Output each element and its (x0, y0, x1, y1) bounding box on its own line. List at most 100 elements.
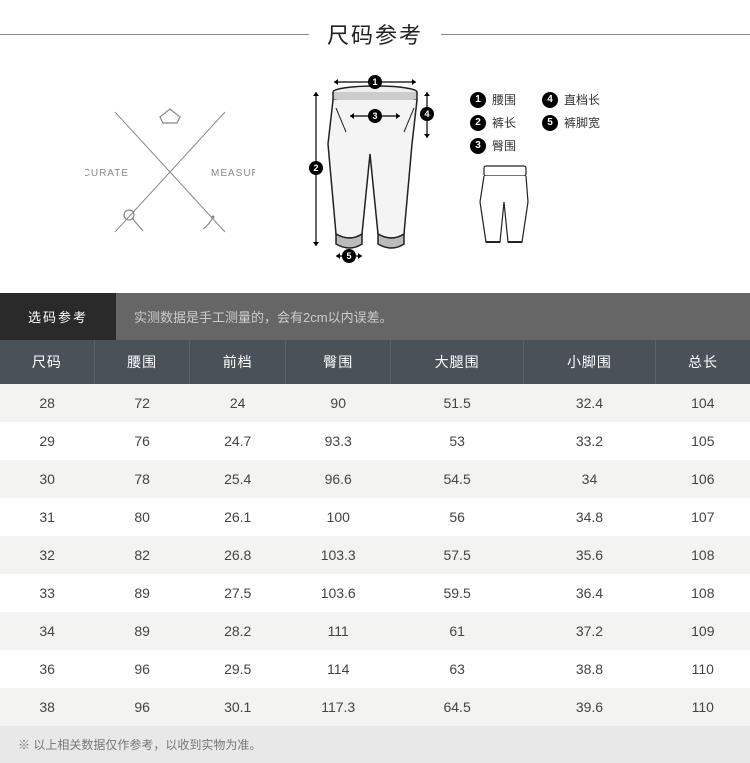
svg-text:4: 4 (424, 109, 429, 119)
table-cell: 51.5 (391, 384, 523, 422)
table-cell: 89 (94, 574, 190, 612)
table-cell: 110 (656, 688, 750, 726)
table-cell: 38 (0, 688, 94, 726)
table-cell: 57.5 (391, 536, 523, 574)
legend-label: 裤长 (492, 114, 516, 131)
svg-text:1: 1 (372, 77, 377, 87)
table-row: 348928.21116137.2109 (0, 612, 750, 650)
note-text: 实测数据是手工测量的，会有2cm以内误差。 (116, 293, 411, 340)
page-title-bar: 尺码参考 (0, 0, 750, 64)
logo-text-left: ACCURATE (85, 168, 129, 179)
table-cell: 34.8 (523, 498, 655, 536)
table-cell: 89 (94, 612, 190, 650)
table-cell: 38.8 (523, 650, 655, 688)
table-header-cell: 尺码 (0, 340, 94, 384)
table-cell: 32 (0, 536, 94, 574)
svg-text:5: 5 (346, 251, 351, 261)
legend-item: 5裤脚宽 (542, 114, 600, 131)
mini-pants-icon (470, 162, 670, 252)
table-cell: 63 (391, 650, 523, 688)
table-cell: 34 (0, 612, 94, 650)
table-cell: 100 (285, 498, 390, 536)
table-cell: 39.6 (523, 688, 655, 726)
logo-text-right: MEASURING (211, 168, 255, 179)
table-header-cell: 小脚围 (523, 340, 655, 384)
table-cell: 114 (285, 650, 390, 688)
table-cell: 33.2 (523, 422, 655, 460)
table-row: 2872249051.532.4104 (0, 384, 750, 422)
table-row: 328226.8103.357.535.6108 (0, 536, 750, 574)
table-cell: 34 (523, 460, 655, 498)
table-row: 369629.51146338.8110 (0, 650, 750, 688)
table-cell: 110 (656, 650, 750, 688)
accurate-measuring-logo: ACCURATE MEASURING (80, 97, 260, 247)
table-cell: 103.3 (285, 536, 390, 574)
table-cell: 117.3 (285, 688, 390, 726)
table-cell: 105 (656, 422, 750, 460)
legend-item: 2 裤长 (470, 114, 516, 131)
table-cell: 26.8 (190, 536, 286, 574)
legend-label: 腰围 (492, 91, 516, 108)
legend-label: 臀围 (492, 137, 516, 154)
table-cell: 37.2 (523, 612, 655, 650)
table-row: 318026.11005634.8107 (0, 498, 750, 536)
table-cell: 107 (656, 498, 750, 536)
table-cell: 90 (285, 384, 390, 422)
legend-row: 2 裤长 5裤脚宽 (470, 114, 670, 131)
table-cell: 29 (0, 422, 94, 460)
table-cell: 31 (0, 498, 94, 536)
table-cell: 32.4 (523, 384, 655, 422)
table-cell: 72 (94, 384, 190, 422)
table-cell: 59.5 (391, 574, 523, 612)
table-cell: 108 (656, 574, 750, 612)
size-table: 尺码腰围前档臀围大腿围小脚围总长 2872249051.532.41042976… (0, 340, 750, 726)
note-bar: 选码参考 实测数据是手工测量的，会有2cm以内误差。 (0, 293, 750, 340)
title-line-right (441, 34, 750, 35)
table-cell: 82 (94, 536, 190, 574)
table-cell: 30.1 (190, 688, 286, 726)
table-cell: 35.6 (523, 536, 655, 574)
table-cell: 36.4 (523, 574, 655, 612)
table-cell: 96.6 (285, 460, 390, 498)
table-header-cell: 臀围 (285, 340, 390, 384)
table-cell: 24 (190, 384, 286, 422)
legend-item: 3臀围 (470, 137, 516, 154)
table-cell: 24.7 (190, 422, 286, 460)
table-cell: 30 (0, 460, 94, 498)
table-cell: 108 (656, 536, 750, 574)
pants-diagram: 1 3 4 2 5 (280, 74, 450, 269)
legend-num-icon: 2 (470, 115, 486, 131)
legend-item: 1腰围 (470, 91, 516, 108)
table-cell: 28 (0, 384, 94, 422)
table-header-cell: 大腿围 (391, 340, 523, 384)
table-cell: 33 (0, 574, 94, 612)
measurement-legend: 1腰围 4直档长 2 裤长 5裤脚宽 3臀围 (470, 91, 670, 252)
table-row: 307825.496.654.534106 (0, 460, 750, 498)
legend-item: 4直档长 (542, 91, 600, 108)
table-row: 389630.1117.364.539.6110 (0, 688, 750, 726)
note-label: 选码参考 (0, 293, 116, 340)
table-row: 297624.793.35333.2105 (0, 422, 750, 460)
table-cell: 106 (656, 460, 750, 498)
table-cell: 36 (0, 650, 94, 688)
table-cell: 28.2 (190, 612, 286, 650)
table-cell: 76 (94, 422, 190, 460)
table-cell: 61 (391, 612, 523, 650)
svg-text:2: 2 (313, 163, 318, 173)
table-header-cell: 腰围 (94, 340, 190, 384)
table-cell: 93.3 (285, 422, 390, 460)
legend-label: 裤脚宽 (564, 114, 600, 131)
table-cell: 25.4 (190, 460, 286, 498)
legend-num-icon: 4 (542, 92, 558, 108)
table-cell: 64.5 (391, 688, 523, 726)
table-cell: 104 (656, 384, 750, 422)
legend-row: 1腰围 4直档长 (470, 91, 670, 108)
table-cell: 26.1 (190, 498, 286, 536)
diagram-area: ACCURATE MEASURING 1 3 (0, 64, 750, 293)
table-cell: 53 (391, 422, 523, 460)
table-row: 338927.5103.659.536.4108 (0, 574, 750, 612)
table-cell: 111 (285, 612, 390, 650)
table-cell: 29.5 (190, 650, 286, 688)
title-line-left (0, 34, 309, 35)
table-cell: 54.5 (391, 460, 523, 498)
